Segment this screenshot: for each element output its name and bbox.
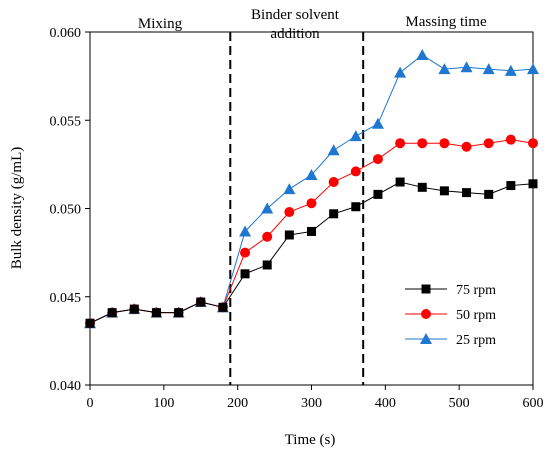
x-tick-label: 0: [87, 396, 94, 411]
legend-marker-75-rpm: [421, 284, 431, 294]
data-point-25-rpm: [371, 117, 384, 129]
phase-label-massing: Massing time: [405, 14, 487, 30]
data-point-75-rpm: [240, 269, 250, 279]
data-point-25-rpm: [261, 202, 274, 214]
data-point-25-rpm: [527, 63, 539, 75]
data-point-25-rpm: [327, 144, 340, 156]
data-point-50-rpm: [528, 138, 538, 149]
data-point-75-rpm: [395, 177, 405, 187]
y-tick-label: 0.060: [50, 26, 82, 41]
x-tick-label: 400: [375, 396, 396, 411]
phase-label-binder-line2: addition: [270, 26, 320, 42]
series-75-rpm: [85, 177, 538, 328]
phase-labels: Mixing Binder solvent addition Massing t…: [138, 7, 487, 42]
series-layer: [84, 48, 539, 329]
legend-label-75-rpm: 75 rpm: [456, 283, 496, 298]
phase-label-binder-line1: Binder solvent: [251, 7, 340, 23]
data-point-75-rpm: [373, 189, 383, 199]
data-point-25-rpm: [416, 48, 429, 60]
data-point-25-rpm: [482, 63, 495, 75]
data-point-75-rpm: [284, 230, 294, 240]
x-tick-label: 100: [153, 396, 174, 411]
y-axis-label: Bulk density (g/mL): [9, 147, 25, 270]
data-point-50-rpm: [262, 231, 273, 242]
x-tick-label: 600: [523, 396, 544, 411]
x-axis-label: Time (s): [285, 432, 336, 448]
x-tick-label: 200: [227, 396, 248, 411]
data-point-75-rpm: [262, 260, 272, 270]
data-point-25-rpm: [349, 130, 362, 142]
axes: 0 100 200 300 400 500 600 0.040 0.045 0.050 0.055 0…: [50, 26, 544, 411]
data-point-50-rpm: [372, 154, 383, 165]
data-point-75-rpm: [151, 308, 161, 318]
data-point-75-rpm: [462, 188, 472, 198]
data-point-75-rpm: [196, 297, 206, 307]
data-point-50-rpm: [306, 198, 317, 209]
data-point-25-rpm: [283, 183, 296, 195]
data-point-75-rpm: [439, 186, 449, 196]
data-point-75-rpm: [528, 179, 538, 189]
y-tick-label: 0.050: [50, 203, 82, 218]
x-tick-label: 500: [449, 396, 470, 411]
data-point-50-rpm: [395, 138, 406, 149]
y-tick-label: 0.055: [50, 114, 82, 129]
data-point-50-rpm: [439, 138, 450, 149]
data-point-25-rpm: [504, 64, 517, 76]
data-point-75-rpm: [307, 226, 316, 236]
data-point-75-rpm: [506, 181, 516, 191]
data-point-25-rpm: [305, 168, 318, 180]
data-point-50-rpm: [240, 247, 251, 258]
data-point-75-rpm: [107, 308, 117, 318]
phase-dividers: [229, 32, 365, 385]
data-point-50-rpm: [284, 207, 295, 218]
data-point-50-rpm: [483, 138, 494, 149]
legend-label-25-rpm: 25 rpm: [456, 333, 496, 348]
phase-label-mixing: Mixing: [138, 16, 183, 32]
legend-marker-25-rpm: [420, 333, 432, 344]
data-point-25-rpm: [394, 66, 407, 78]
data-point-25-rpm: [239, 225, 252, 237]
data-point-50-rpm: [350, 166, 361, 177]
legend-marker-50-rpm: [421, 309, 431, 319]
x-tick-label: 300: [301, 396, 322, 411]
y-tick-label: 0.040: [50, 379, 82, 394]
data-point-75-rpm: [484, 189, 494, 199]
data-point-75-rpm: [218, 302, 228, 312]
y-tick-label: 0.045: [50, 291, 82, 306]
data-point-25-rpm: [460, 61, 473, 73]
data-point-75-rpm: [417, 182, 427, 192]
data-point-25-rpm: [438, 63, 451, 75]
legend: 75 rpm 50 rpm 25 rpm: [405, 283, 496, 348]
data-point-75-rpm: [85, 318, 95, 328]
data-point-50-rpm: [328, 177, 339, 188]
legend-label-50-rpm: 50 rpm: [456, 308, 496, 323]
data-point-75-rpm: [129, 304, 139, 314]
data-point-75-rpm: [329, 209, 339, 219]
data-point-50-rpm: [505, 134, 516, 145]
data-point-75-rpm: [351, 202, 361, 212]
data-point-50-rpm: [417, 138, 428, 149]
data-point-75-rpm: [174, 308, 184, 318]
data-point-50-rpm: [461, 141, 472, 152]
